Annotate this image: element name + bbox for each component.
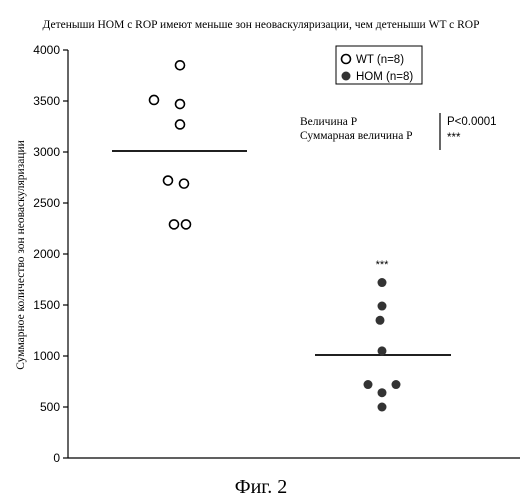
y-axis-label: Суммарное количество зон неоваскуляризац… — [15, 140, 27, 370]
hom-data-point — [378, 403, 387, 412]
legend-wt-label: WT (n=8) — [356, 54, 404, 66]
wt-data-point — [176, 100, 185, 109]
wt-data-point — [150, 95, 159, 104]
wt-data-point — [164, 176, 173, 185]
y-tick-label: 1000 — [33, 349, 60, 363]
summary-p-label: Суммарная величина P — [300, 130, 413, 142]
hom-data-point — [378, 302, 387, 311]
legend-wt-marker — [342, 55, 351, 64]
hom-data-point — [378, 278, 387, 287]
p-value-label: Величина P — [300, 116, 357, 128]
hom-data-point — [364, 380, 373, 389]
y-tick-label: 2500 — [33, 196, 60, 210]
wt-data-point — [176, 61, 185, 70]
hom-data-point — [378, 388, 387, 397]
wt-data-point — [180, 179, 189, 188]
wt-data-point — [170, 220, 179, 229]
legend: WT (n=8) HOM (n=8) — [336, 46, 422, 84]
y-tick-label: 4000 — [33, 43, 60, 57]
wt-data-point — [182, 220, 191, 229]
summary-p-value: *** — [447, 132, 461, 144]
wt-data-point — [176, 120, 185, 129]
hom-significance-annotation: *** — [376, 259, 390, 271]
y-tick-label: 500 — [40, 400, 60, 414]
stats-table: Величина P Суммарная величина P P<0.0001… — [300, 113, 497, 150]
hom-data-point — [376, 316, 385, 325]
hom-data-point — [378, 346, 387, 355]
y-tick-label: 0 — [53, 451, 60, 465]
y-tick-label: 2000 — [33, 247, 60, 261]
hom-data-point — [392, 380, 401, 389]
legend-hom-marker — [342, 72, 351, 81]
y-tick-label: 3500 — [33, 94, 60, 108]
y-tick-label: 3000 — [33, 145, 60, 159]
chart-title: Детеныши НОМ с ROP имеют меньше зон неов… — [43, 19, 480, 31]
y-tick-label: 1500 — [33, 298, 60, 312]
p-value: P<0.0001 — [447, 116, 497, 128]
figure-caption: Фиг. 2 — [235, 476, 287, 498]
legend-hom-label: HOM (n=8) — [356, 71, 413, 83]
